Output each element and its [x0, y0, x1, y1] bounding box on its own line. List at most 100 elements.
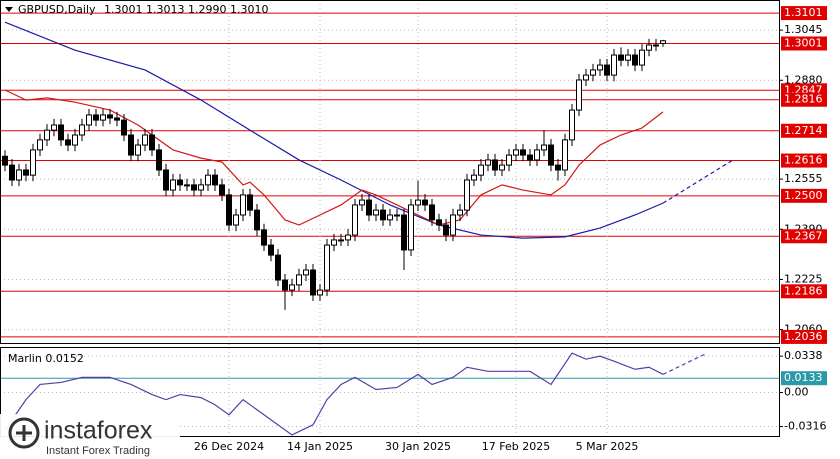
level-label-bg [781, 6, 827, 21]
candle-body [324, 244, 330, 291]
candle-body [58, 124, 64, 141]
level-label: 0.0133 [784, 371, 823, 384]
level-label: 1.2036 [784, 330, 823, 343]
candle-body [618, 54, 624, 61]
candle-body [114, 117, 120, 121]
indicator-panel: 0.0338 0.00 -0.0316 0.0133 [0, 349, 827, 436]
logo-cross [16, 425, 32, 441]
candle-body [359, 199, 365, 206]
candle-body [128, 134, 134, 156]
candle-body [268, 244, 274, 256]
candle-body [639, 49, 645, 66]
candle-body [527, 154, 533, 161]
level-label-bg [781, 329, 827, 344]
x-tick-label: 14 Jan 2025 [287, 440, 353, 453]
candle-body [422, 199, 428, 206]
candle-body [233, 214, 239, 226]
level-label: 1.2367 [784, 229, 823, 242]
candle-body [135, 144, 141, 156]
candle-body [394, 214, 400, 217]
candle-body [548, 144, 554, 166]
candle-body [499, 164, 505, 171]
candle-body [2, 155, 8, 166]
candle-body [163, 169, 169, 191]
level-label-bg [781, 153, 827, 168]
level-label: 1.2714 [784, 124, 823, 137]
candle-body [520, 149, 526, 156]
level-label-bg [781, 284, 827, 299]
candle-body [86, 114, 92, 126]
candle-body [506, 154, 512, 166]
level-label: 1.2500 [784, 189, 823, 202]
candle-body [254, 209, 260, 231]
candle-body [429, 204, 435, 221]
candle-body [401, 214, 407, 251]
candle-body [275, 254, 281, 281]
indicator-projection [662, 353, 706, 375]
candle-body [30, 149, 36, 176]
candle-body [597, 64, 603, 71]
indicator-title: Marlin 0.0152 [8, 352, 84, 365]
candle-body [485, 159, 491, 166]
candle-body [604, 64, 610, 76]
x-tick-label: 17 Feb 2025 [482, 440, 550, 453]
symbol-title: GBPUSD,Daily [18, 3, 96, 16]
candle-body [212, 174, 218, 186]
candle-body [219, 184, 225, 196]
candle-body [44, 129, 50, 141]
tagline: Instant Forex Trading [46, 445, 150, 457]
candle-body [492, 159, 498, 171]
indicator-frame [0, 347, 780, 437]
level-label-bg [781, 92, 827, 107]
y-tick-label: 0.00 [784, 386, 809, 399]
candle-body [191, 184, 197, 191]
candle-body [107, 114, 113, 119]
brand: instaforex [44, 417, 153, 445]
level-label-bg [781, 229, 827, 244]
candle-body [457, 209, 463, 216]
y-tick-label: 1.2225 [784, 272, 823, 285]
candle-body [282, 279, 288, 291]
candle-body [331, 239, 337, 246]
candle-body [72, 134, 78, 146]
x-tick-label: 30 Jan 2025 [385, 440, 451, 453]
candle-body [541, 144, 547, 151]
candle-body [534, 149, 540, 161]
candle-body [373, 209, 379, 216]
candle-body [303, 269, 309, 276]
candle-body [226, 194, 232, 226]
candle-body [611, 54, 617, 76]
watermark: instaforex Instant Forex Trading [0, 414, 180, 459]
candle-body [590, 69, 596, 76]
level-label: 1.3001 [784, 36, 823, 49]
logo-icon [8, 417, 40, 449]
candle-body [177, 179, 183, 186]
candle-body [198, 184, 204, 191]
candle-body [625, 54, 631, 61]
candle-body [93, 114, 99, 121]
candle-body [478, 164, 484, 176]
candle-body [317, 289, 323, 296]
level-label: 1.2816 [784, 93, 823, 106]
candle-body [121, 119, 127, 136]
candle-body [555, 164, 561, 171]
y-tick-label: 1.3045 [784, 23, 823, 36]
candle-body [345, 234, 351, 241]
moving-average [4, 21, 664, 239]
moving-average [4, 89, 664, 226]
candle-body [583, 74, 589, 81]
candle-body [156, 149, 162, 171]
x-tick-label: 26 Dec 2024 [194, 440, 264, 453]
candle-body [450, 214, 456, 236]
menu-triangle [5, 7, 13, 12]
y-tick-label: 0.0338 [784, 349, 823, 362]
candle-body [380, 209, 386, 221]
level-label: 1.2186 [784, 284, 823, 297]
candle-body [366, 199, 372, 216]
candle-body [562, 139, 568, 171]
candle-body [23, 169, 29, 176]
y-tick-label: -0.0316 [784, 420, 826, 433]
candle-body [415, 199, 421, 206]
indicator-line [4, 352, 664, 436]
candle-body [170, 179, 176, 191]
